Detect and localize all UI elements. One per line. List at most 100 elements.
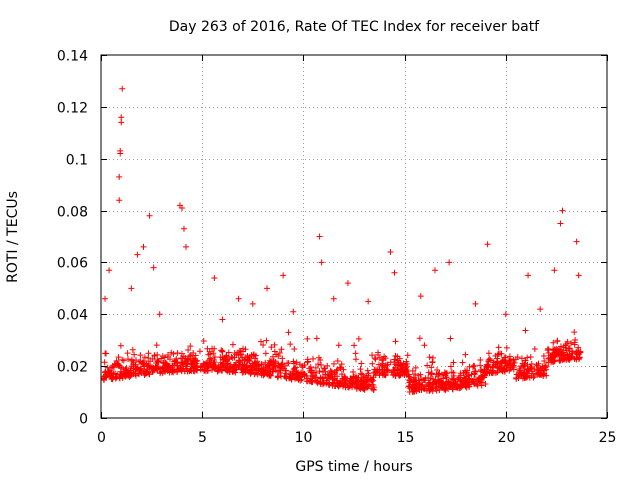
data-point (571, 329, 578, 336)
data-point (183, 358, 190, 365)
data-point (484, 241, 491, 248)
data-point (149, 355, 156, 362)
data-point (116, 362, 123, 369)
y-tick-label: 0.06 (57, 256, 88, 272)
data-point (499, 368, 506, 375)
data-point (299, 364, 306, 371)
data-point (140, 358, 147, 365)
data-point (426, 379, 433, 386)
data-point (533, 361, 540, 368)
data-point (320, 374, 327, 381)
data-point (282, 367, 289, 374)
data-point (424, 362, 431, 369)
data-point (249, 300, 256, 307)
data-point (168, 349, 175, 356)
data-point (290, 308, 297, 315)
data-point (309, 373, 316, 380)
data-point (527, 353, 534, 360)
data-point (328, 373, 335, 380)
data-point (472, 380, 479, 387)
data-point (263, 337, 270, 344)
data-point (111, 361, 118, 368)
data-point (158, 355, 165, 362)
data-point (405, 383, 412, 390)
data-point (551, 267, 558, 274)
data-point (340, 366, 347, 373)
data-point (125, 356, 132, 363)
data-point (412, 364, 419, 371)
data-point (210, 350, 217, 357)
data-point (312, 370, 319, 377)
data-point (147, 364, 154, 371)
data-point (178, 350, 185, 357)
data-point (226, 355, 233, 362)
data-point (178, 204, 185, 211)
data-point (449, 382, 456, 389)
data-point (157, 366, 164, 373)
data-point (520, 370, 527, 377)
data-point (229, 341, 236, 348)
x-tick-label: 25 (599, 430, 617, 446)
data-point (272, 363, 279, 370)
data-point (115, 354, 122, 361)
data-point (268, 344, 275, 351)
data-point (188, 361, 195, 368)
data-point (179, 360, 186, 367)
data-point (408, 384, 415, 391)
data-point (271, 341, 278, 348)
data-point (191, 363, 198, 370)
y-tick-labels: 0 0.02 0.04 0.06 0.08 0.1 0.12 0.14 (57, 49, 88, 428)
data-point (316, 368, 323, 375)
data-point (550, 346, 557, 353)
data-point (446, 259, 453, 266)
data-point (241, 357, 248, 364)
data-point (294, 375, 301, 382)
data-point (260, 342, 267, 349)
data-point (255, 362, 262, 369)
data-point (188, 367, 195, 374)
data-point (488, 369, 495, 376)
data-point (313, 335, 320, 342)
data-point (375, 349, 382, 356)
data-point (242, 356, 249, 363)
data-point (183, 363, 190, 370)
data-point (240, 369, 247, 376)
data-point (327, 367, 334, 374)
data-point (151, 352, 158, 359)
data-point (447, 335, 454, 342)
data-point (548, 357, 555, 364)
data-point (384, 367, 391, 374)
data-point (106, 267, 113, 274)
data-point (400, 368, 407, 375)
data-point (330, 295, 337, 302)
data-point (101, 359, 108, 366)
data-point (537, 306, 544, 313)
data-point (365, 370, 372, 377)
data-point (506, 358, 513, 365)
data-point (540, 372, 547, 379)
data-point (347, 383, 354, 390)
data-point (409, 388, 416, 395)
data-point (382, 362, 389, 369)
data-point (387, 359, 394, 366)
x-tick-labels: 0 5 10 15 20 25 (97, 430, 616, 446)
data-point (502, 311, 509, 318)
data-point (210, 356, 217, 363)
data-point (450, 359, 457, 366)
data-point (246, 358, 253, 365)
data-point (336, 382, 343, 389)
data-point (118, 119, 125, 126)
data-point (187, 343, 194, 350)
data-point (161, 354, 168, 361)
data-point (335, 342, 342, 349)
y-tick-label: 0.02 (57, 360, 88, 376)
data-point (169, 362, 176, 369)
data-point (575, 272, 582, 279)
data-point (412, 371, 419, 378)
data-point (131, 351, 138, 358)
data-point (206, 348, 213, 355)
data-point (278, 361, 285, 368)
data-point (384, 361, 391, 368)
data-point (524, 373, 531, 380)
x-tick-label: 15 (397, 430, 415, 446)
